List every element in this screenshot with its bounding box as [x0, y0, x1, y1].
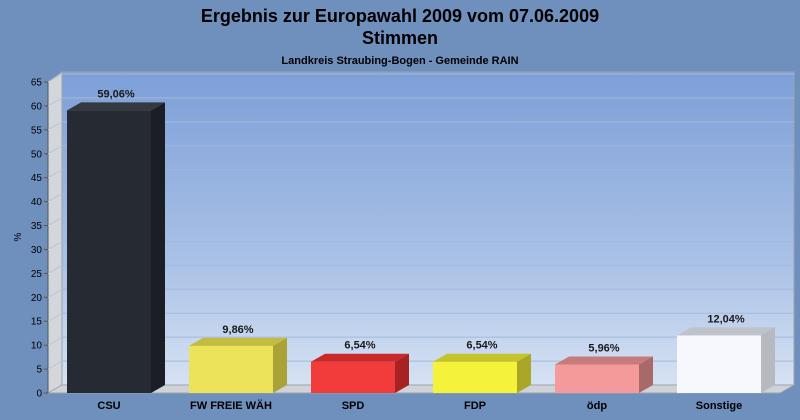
bar-top: [677, 327, 775, 336]
chart-location: Landkreis Straubing-Bogen - Gemeinde RAI…: [281, 55, 518, 67]
bar-FW FREIE WÄH: [189, 337, 287, 393]
bar-Sonstige: [677, 327, 775, 393]
bar-top: [67, 102, 165, 111]
bar-front: [433, 361, 517, 393]
chart-title: Ergebnis zur Europawahl 2009 vom 07.06.2…: [201, 6, 599, 26]
grid-line-side: [47, 241, 63, 250]
plot-left-wall: [47, 71, 63, 394]
bar-FDP: [433, 353, 531, 393]
grid-line-side: [47, 169, 63, 179]
category-label: FDP: [464, 400, 486, 412]
data-labels: 59,06% 9,86% 6,54% 6,54% 5,96% 12,04%: [97, 88, 745, 354]
category-label: FW FREIE WÄH: [190, 399, 272, 412]
y-tick-label: 20: [31, 293, 43, 304]
y-tick-label: 40: [31, 197, 43, 208]
bar-side: [639, 356, 653, 393]
bar-top: [311, 353, 409, 362]
category-label: ödp: [587, 400, 607, 412]
grid-line-side: [47, 288, 63, 298]
category-label: CSU: [97, 400, 120, 412]
bar-side: [395, 353, 409, 393]
data-label: 9,86%: [222, 324, 253, 336]
bar-front: [311, 361, 395, 393]
data-label: 12,04%: [707, 313, 745, 325]
y-tick-label: 5: [36, 365, 42, 376]
y-tick-label: 45: [31, 173, 43, 184]
bar-SPD: [311, 353, 409, 393]
y-tick-label: 30: [31, 245, 43, 256]
data-label: 59,06%: [97, 88, 135, 100]
category-label: SPD: [342, 400, 365, 412]
grid-line-side: [47, 360, 63, 370]
grid-line-side: [47, 312, 63, 322]
category-labels: CSU FW FREIE WÄH SPD FDP ödp Sonstige: [97, 399, 742, 412]
data-label: 5,96%: [588, 342, 619, 354]
bar-front: [189, 345, 273, 393]
bar-top: [189, 337, 287, 346]
y-tick-labels: 0 5 10 15 20 25 30 35 40 45 50 55 60 65: [31, 78, 48, 400]
y-tick-label: 10: [31, 341, 43, 352]
chart-subtitle: Stimmen: [362, 28, 438, 48]
grid-line-side: [47, 97, 63, 107]
bar-front: [677, 335, 761, 393]
grid-line-side: [47, 217, 63, 226]
y-tick-label: 25: [31, 269, 43, 280]
bar-side: [151, 102, 165, 393]
y-tick-label: 0: [36, 389, 42, 400]
bar-CSU: [67, 102, 165, 393]
data-label: 6,54%: [466, 340, 497, 352]
plot-background: [61, 71, 795, 386]
y-tick-label: 35: [31, 221, 43, 232]
y-axis-label: %: [13, 232, 24, 241]
y-tick-label: 15: [31, 317, 43, 328]
grid-line-side: [47, 264, 63, 274]
bar-top: [433, 353, 531, 362]
y-tick-label: 50: [31, 149, 43, 160]
grid-line-side: [47, 193, 63, 203]
bar-side: [761, 327, 775, 393]
y-tick-label: 65: [31, 78, 43, 89]
grid-line-side: [47, 145, 63, 155]
grid-line-side: [47, 121, 63, 131]
data-label: 6,54%: [344, 340, 375, 352]
bars: [67, 102, 775, 393]
bar-top: [555, 356, 653, 365]
bar-ödp: [555, 356, 653, 393]
grid-lines: [47, 73, 794, 370]
grid-line-side: [47, 73, 63, 83]
bar-side: [273, 337, 287, 393]
bar-side: [517, 353, 531, 393]
y-tick-label: 55: [31, 125, 43, 136]
grid-line-side: [47, 336, 63, 346]
bar-front: [67, 110, 151, 393]
bar-front: [555, 364, 639, 393]
y-tick-label: 60: [31, 101, 43, 112]
category-label: Sonstige: [696, 400, 742, 412]
